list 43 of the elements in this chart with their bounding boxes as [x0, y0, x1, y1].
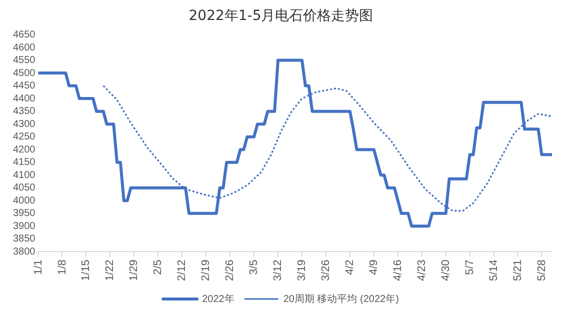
x-tick-label: 5/28: [536, 260, 548, 282]
x-tick-label: 4/23: [416, 260, 428, 282]
x-tick-label: 2/19: [200, 260, 212, 282]
x-tick-label: 2/26: [224, 260, 236, 282]
y-tick-label: 4450: [12, 80, 36, 92]
y-tick-label: 4550: [12, 55, 36, 66]
y-tick-label: 4150: [12, 157, 36, 168]
x-tick-label: 1/22: [104, 260, 116, 282]
y-tick-label: 3950: [12, 208, 36, 220]
y-tick-label: 4400: [12, 93, 36, 104]
x-tick-label: 2/5: [152, 260, 164, 275]
y-tick-label: 4300: [12, 118, 36, 130]
x-tick-label: 4/30: [440, 260, 452, 282]
x-tick-label: 3/5: [248, 260, 260, 275]
y-tick-label: 4100: [12, 170, 36, 181]
legend-label: 20周期 移动平均 (2022年): [283, 292, 399, 305]
y-tick-label: 3850: [12, 234, 36, 245]
x-tick-label: 1/8: [56, 260, 68, 275]
x-tick-label: 1/15: [80, 260, 92, 282]
x-tick-label: 2/12: [176, 260, 188, 282]
y-tick-label: 4350: [12, 106, 36, 118]
x-tick-label: 1/1: [32, 260, 44, 275]
x-tick-label: 4/2: [344, 260, 356, 275]
chart-title: 2022年1-5月电石价格走势图: [188, 8, 374, 24]
x-tick-label: 5/21: [512, 260, 524, 282]
x-tick-label: 5/7: [464, 260, 476, 275]
y-tick-label: 4050: [12, 182, 36, 194]
y-tick-label: 4000: [12, 195, 36, 206]
x-tick-label: 4/16: [392, 260, 404, 282]
y-tick-label: 3900: [12, 220, 36, 232]
x-tick-label: 5/14: [488, 260, 500, 282]
x-tick-label: 3/12: [272, 260, 284, 282]
x-tick-label: 3/26: [320, 260, 332, 282]
legend-label: 2022年: [202, 292, 234, 305]
x-tick-label: 4/9: [368, 260, 380, 275]
y-tick-label: 4200: [12, 144, 36, 156]
y-tick-label: 3800: [12, 246, 36, 258]
x-tick-label: 3/19: [296, 260, 308, 282]
x-tick-label: 1/29: [128, 260, 140, 282]
y-tick-label: 4250: [12, 132, 36, 143]
y-tick-label: 4500: [12, 68, 36, 79]
y-tick-label: 4650: [12, 30, 36, 41]
y-tick-label: 4600: [12, 42, 36, 54]
